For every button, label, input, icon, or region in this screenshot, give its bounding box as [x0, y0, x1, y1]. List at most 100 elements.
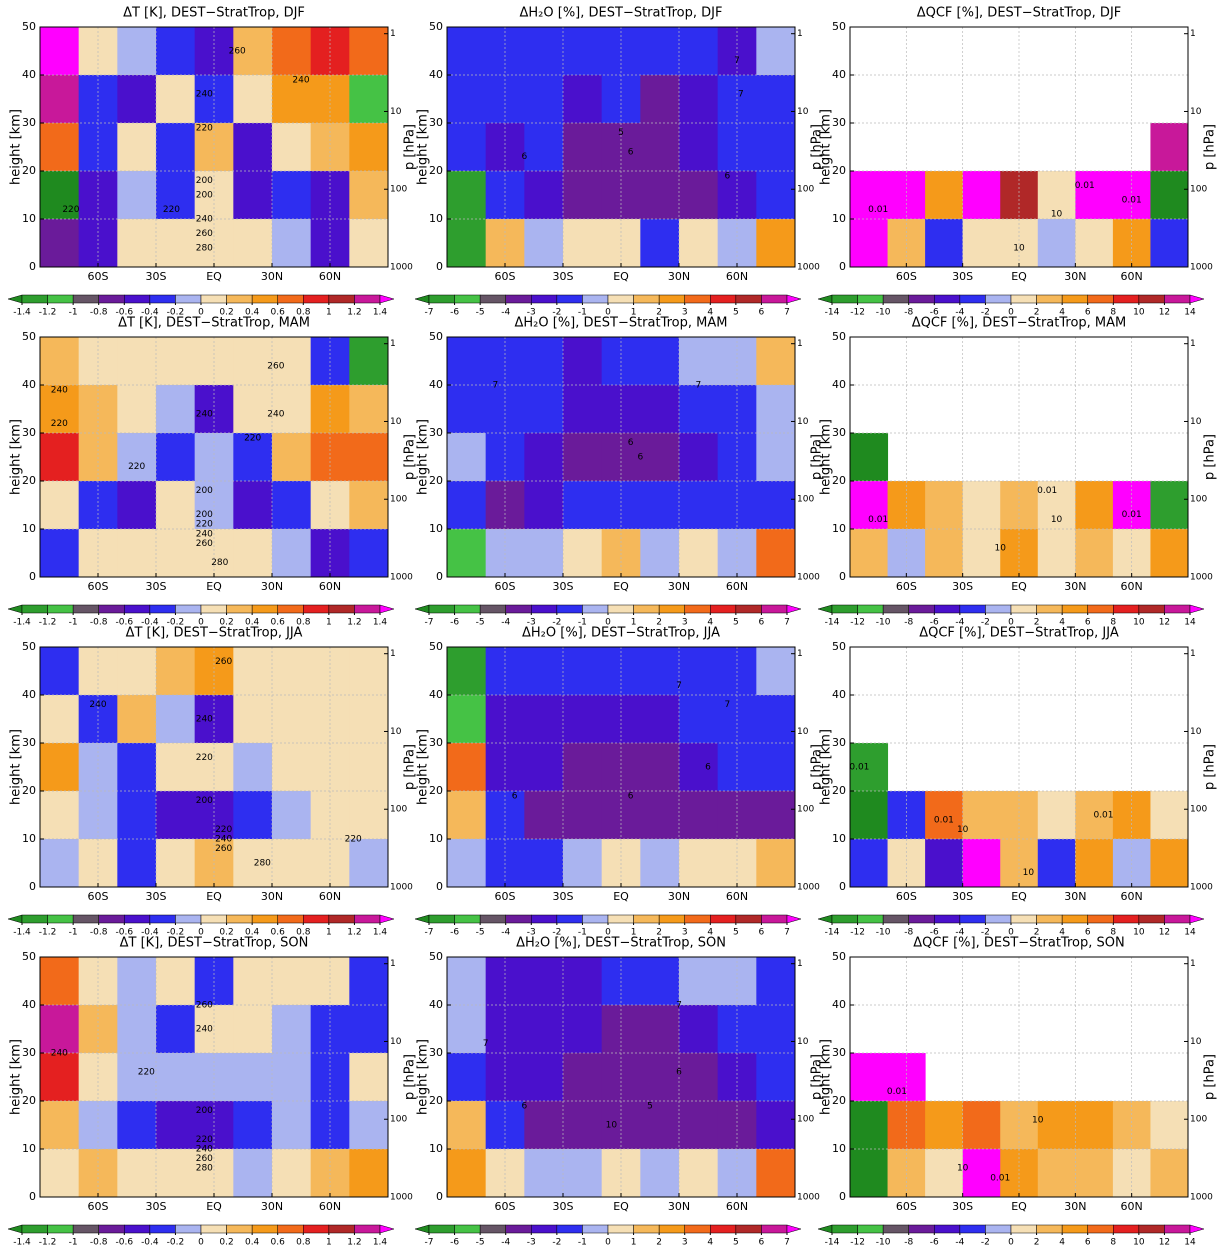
- colorbar-segment: [226, 604, 253, 614]
- y-tick-label: 30: [832, 116, 846, 129]
- field-cell: [1075, 529, 1114, 578]
- x-tick-label: EQ: [613, 890, 629, 903]
- field-cell: [447, 27, 487, 76]
- x-tick-label: 30N: [1064, 1200, 1086, 1213]
- field-cell: [640, 695, 680, 744]
- colorbar-label: 6: [759, 928, 765, 938]
- field-cell: [925, 839, 964, 888]
- x-tick-label: 30S: [146, 1200, 167, 1213]
- colorbar-arrow: [1189, 1224, 1205, 1234]
- field-cell: [679, 385, 719, 434]
- field-cell: [756, 695, 796, 744]
- colorbar-label: 1: [326, 928, 332, 938]
- contour-label: 10: [1032, 1116, 1044, 1126]
- field-cell: [640, 743, 680, 792]
- field-cell: [1075, 839, 1114, 888]
- field-cell: [117, 1101, 157, 1150]
- colorbar-segment: [710, 294, 737, 304]
- field-cell: [524, 385, 564, 434]
- colorbar-segment: [303, 604, 330, 614]
- colorbar-segment: [857, 1224, 884, 1234]
- chart-title: ΔT [K], DEST−StratTrop, JJA: [126, 626, 303, 641]
- colorbar-label: 0.4: [245, 308, 260, 318]
- field-cell: [925, 219, 964, 268]
- colorbar-segment: [959, 914, 986, 924]
- x-tick-label: 60S: [896, 890, 917, 903]
- y-tick-label: 20: [22, 784, 36, 797]
- colorbar-label: -2: [981, 1238, 990, 1245]
- field-cell: [117, 695, 157, 744]
- contour-label: 10: [1013, 243, 1025, 253]
- y2-tick-label: 1000: [797, 883, 820, 893]
- field-cell: [156, 1149, 196, 1198]
- colorbar-label: -12: [850, 1238, 865, 1245]
- colorbar-label: 1.4: [373, 308, 388, 318]
- field-cell: [40, 839, 80, 888]
- chart-title: ΔH₂O [%], DEST−StratTrop, MAM: [515, 316, 728, 331]
- field-cell: [156, 385, 196, 434]
- field-cell: [272, 957, 312, 1006]
- colorbar-label: -5: [476, 1238, 485, 1245]
- field-cell: [1150, 1149, 1189, 1198]
- colorbar-label: -14: [825, 618, 840, 628]
- colorbar-label: -2: [981, 928, 990, 938]
- field-cell: [233, 75, 273, 124]
- colorbar-label: 0: [1008, 1238, 1014, 1245]
- field-cell: [563, 481, 603, 530]
- colorbar-label: -5: [476, 308, 485, 318]
- field-cell: [524, 791, 564, 840]
- field-cell: [447, 219, 487, 268]
- colorbar-label: 2: [656, 928, 662, 938]
- field-cell: [447, 839, 487, 888]
- colorbar-segment: [934, 1224, 961, 1234]
- plot-frame: [446, 646, 796, 888]
- colorbar-label: 4: [1059, 308, 1065, 318]
- colorbar-segment: [226, 914, 253, 924]
- y-tick-label: 40: [429, 998, 443, 1011]
- colorbar-label: -1.4: [13, 928, 31, 938]
- y-tick-label: 20: [832, 164, 846, 177]
- y-tick-label: 20: [832, 474, 846, 487]
- contour-label: 6: [512, 791, 518, 801]
- colorbar-segment: [505, 604, 532, 614]
- y-tick-label: 20: [832, 1094, 846, 1107]
- field-cell: [272, 839, 312, 888]
- colorbar-segment: [149, 294, 176, 304]
- contour-label: 240: [267, 409, 284, 419]
- colorbar-segment: [1036, 1224, 1063, 1234]
- plot-frame: [446, 956, 796, 1198]
- field-cell: [679, 1005, 719, 1054]
- colorbar-segment: [710, 1224, 737, 1234]
- y-tick-label: 40: [832, 998, 846, 1011]
- field-cell: [756, 647, 796, 696]
- colorbar-segment: [761, 604, 788, 614]
- field-cell: [679, 337, 719, 386]
- field-cell: [962, 1149, 1001, 1198]
- field-cell: [40, 647, 80, 696]
- colorbar-label: -6: [450, 618, 459, 628]
- colorbar-segment: [531, 294, 558, 304]
- y-tick-label: 0: [839, 880, 846, 893]
- y2-axis-label: p [hPa]: [810, 124, 825, 170]
- colorbar-segment: [1113, 294, 1140, 304]
- colorbar-segment: [908, 1224, 935, 1234]
- colorbar-label: 8: [1110, 1238, 1116, 1245]
- colorbar-label: 0.6: [271, 618, 286, 628]
- field-cell: [272, 529, 312, 578]
- colorbar-segment: [479, 1224, 506, 1234]
- field-cell: [272, 385, 312, 434]
- colorbar-label: -6: [450, 1238, 459, 1245]
- y-tick-label: 20: [22, 164, 36, 177]
- field-cell: [233, 433, 273, 482]
- colorbar-segment: [761, 914, 788, 924]
- field-cell: [962, 171, 1001, 220]
- colorbar-segment: [1036, 294, 1063, 304]
- colorbar-label: 1.2: [347, 1238, 361, 1245]
- field-cell: [349, 957, 389, 1006]
- colorbar-label: 3: [682, 308, 688, 318]
- contour-label: 0.01: [1122, 195, 1142, 205]
- y2-tick-label: 1: [390, 649, 396, 659]
- y-tick-label: 20: [832, 784, 846, 797]
- colorbar-label: -7: [425, 1238, 434, 1245]
